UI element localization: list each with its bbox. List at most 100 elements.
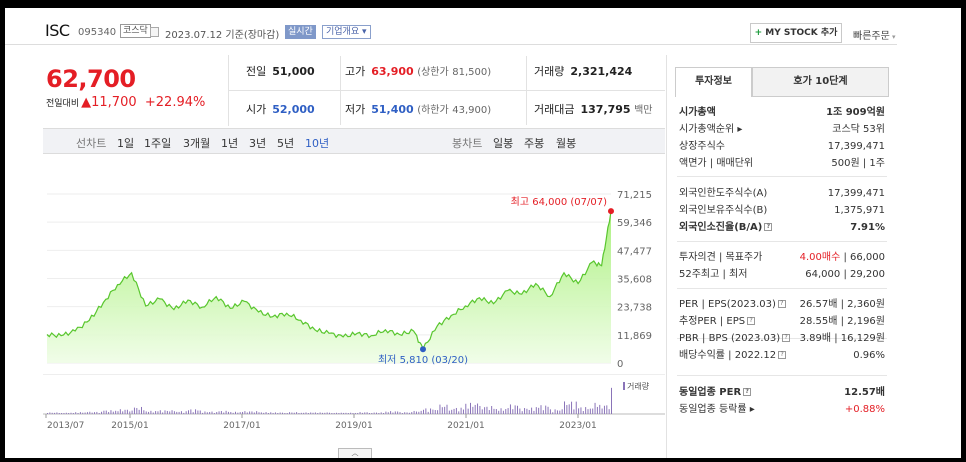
help-icon[interactable]: ? — [777, 300, 786, 308]
volume-bar — [61, 413, 63, 414]
volume-bar — [84, 412, 86, 414]
volume-bar — [58, 413, 60, 414]
price-chart[interactable]: 71,215 59,346 47,477 35,608 23,738 11,869 0 최고 … — [43, 154, 665, 374]
help-icon[interactable]: ? — [743, 388, 752, 396]
volume-bar — [592, 408, 594, 414]
volume-bar — [296, 412, 298, 414]
volume-chart[interactable]: 거래량 2013/07 2015/01 2017/01 2019/01 2021/01 20… — [43, 374, 665, 430]
volume-bar — [319, 412, 321, 414]
volume-bar — [70, 412, 72, 414]
volume-bar — [251, 411, 253, 414]
volume-bar — [575, 401, 577, 414]
volume-bar — [343, 412, 345, 414]
volume-bar — [559, 410, 561, 414]
volume-bar — [155, 411, 157, 414]
stats-divider — [340, 56, 341, 125]
volume-bar — [462, 409, 464, 414]
info-value: 17,399,471 — [827, 141, 885, 152]
volume-bar — [91, 412, 93, 414]
volume-bar — [470, 402, 471, 414]
volume-bar — [51, 412, 53, 414]
corp-info-dropdown[interactable]: 기업개요 ▾ — [322, 25, 371, 39]
help-icon[interactable]: ? — [747, 317, 756, 325]
volume-bar — [420, 410, 422, 414]
volume-bar — [484, 407, 486, 414]
y-tick-label: 71,215 — [617, 190, 652, 201]
info-value: 17,399,471 — [827, 188, 885, 199]
stock-name[interactable]: ISC — [45, 21, 70, 40]
high-marker — [608, 208, 614, 215]
info-row: 외국인보유주식수(B) 1,375,971 — [679, 204, 885, 218]
volume-bar — [307, 413, 309, 414]
volume-bar — [206, 412, 208, 414]
current-price: 62,700 — [46, 65, 136, 93]
volume-bar — [350, 412, 352, 414]
volume-bar — [364, 412, 366, 414]
volume-bar — [239, 412, 241, 414]
tab-10year[interactable]: 10년 — [305, 137, 330, 150]
volume-bar — [554, 409, 556, 414]
volume-bar — [406, 412, 408, 414]
volume-bar — [312, 412, 314, 414]
volume-bar — [98, 412, 100, 414]
volume-bar — [192, 412, 194, 414]
volume-bar — [211, 411, 213, 414]
volume-bar — [119, 409, 121, 414]
tab-3month[interactable]: 3개월 — [183, 137, 211, 150]
volume-bar — [376, 412, 377, 414]
volume-bar — [507, 408, 509, 414]
volume-bar — [230, 412, 232, 414]
info-row: 배당수익률 | 2022.12? 0.96% — [679, 349, 885, 363]
help-icon[interactable]: ? — [764, 223, 773, 231]
volume-bar — [49, 412, 51, 414]
volume-bar — [357, 412, 359, 414]
volume-bar — [561, 409, 563, 414]
volume-bar — [188, 410, 189, 414]
volume-bar — [148, 411, 150, 414]
tab-daily-candle[interactable]: 일봉 — [493, 137, 514, 150]
tab-monthly-candle[interactable]: 월봉 — [556, 137, 577, 150]
volume-bar — [578, 408, 580, 414]
volume-bar — [338, 413, 340, 414]
volume-bar — [199, 410, 201, 414]
stats-divider — [526, 56, 527, 125]
volume-bar — [274, 412, 276, 414]
info-row: PER | EPS(2023.03)? 26.57배 | 2,360원 — [679, 298, 885, 312]
volume-bar — [596, 406, 598, 414]
help-icon[interactable]: ? — [782, 334, 791, 342]
tab-orderbook[interactable]: 호가 10단계 — [752, 67, 889, 97]
volume-bar — [399, 412, 401, 414]
tab-investment-info[interactable]: 투자정보 — [675, 67, 752, 97]
volume-bar — [427, 411, 429, 414]
add-my-stock-button[interactable]: + MY STOCK 추가 — [750, 23, 842, 43]
tab-5year[interactable]: 5년 — [277, 137, 295, 150]
volume-bar — [152, 412, 154, 414]
volume-bar — [404, 412, 406, 414]
tab-1day[interactable]: 1일 — [117, 137, 135, 150]
volume-bar — [82, 412, 84, 414]
chevron-up-icon: ︿ — [351, 449, 359, 457]
volume-bar — [267, 412, 269, 414]
collapse-chart-button[interactable]: ︿ — [338, 448, 372, 458]
volume-bar — [77, 413, 79, 414]
volume-bar — [493, 408, 495, 414]
tab-1week[interactable]: 1주일 — [144, 137, 172, 150]
volume-bar — [225, 410, 227, 414]
volume-bar — [336, 412, 338, 414]
help-icon[interactable]: ? — [778, 351, 787, 359]
volume-bar — [371, 413, 373, 414]
volume-bar — [547, 406, 549, 414]
tab-1year[interactable]: 1년 — [221, 137, 239, 150]
info-label: 액면가 | 매매단위 — [679, 158, 754, 169]
volume-bar — [112, 411, 114, 414]
tab-3year[interactable]: 3년 — [249, 137, 267, 150]
volume-bar — [580, 407, 582, 414]
market-badge: 코스닥 — [120, 24, 151, 38]
info-label: 시가총액순위 ▸ — [679, 124, 743, 135]
volume-bar — [538, 407, 540, 414]
realtime-button[interactable]: 실시간 — [285, 25, 316, 39]
volume-bar — [277, 413, 279, 414]
quick-order-dropdown[interactable]: 빠른주문 ▾ — [853, 31, 896, 42]
info-label: 배당수익률 | 2022.12? — [679, 349, 787, 363]
tab-weekly-candle[interactable]: 주봉 — [524, 137, 545, 150]
